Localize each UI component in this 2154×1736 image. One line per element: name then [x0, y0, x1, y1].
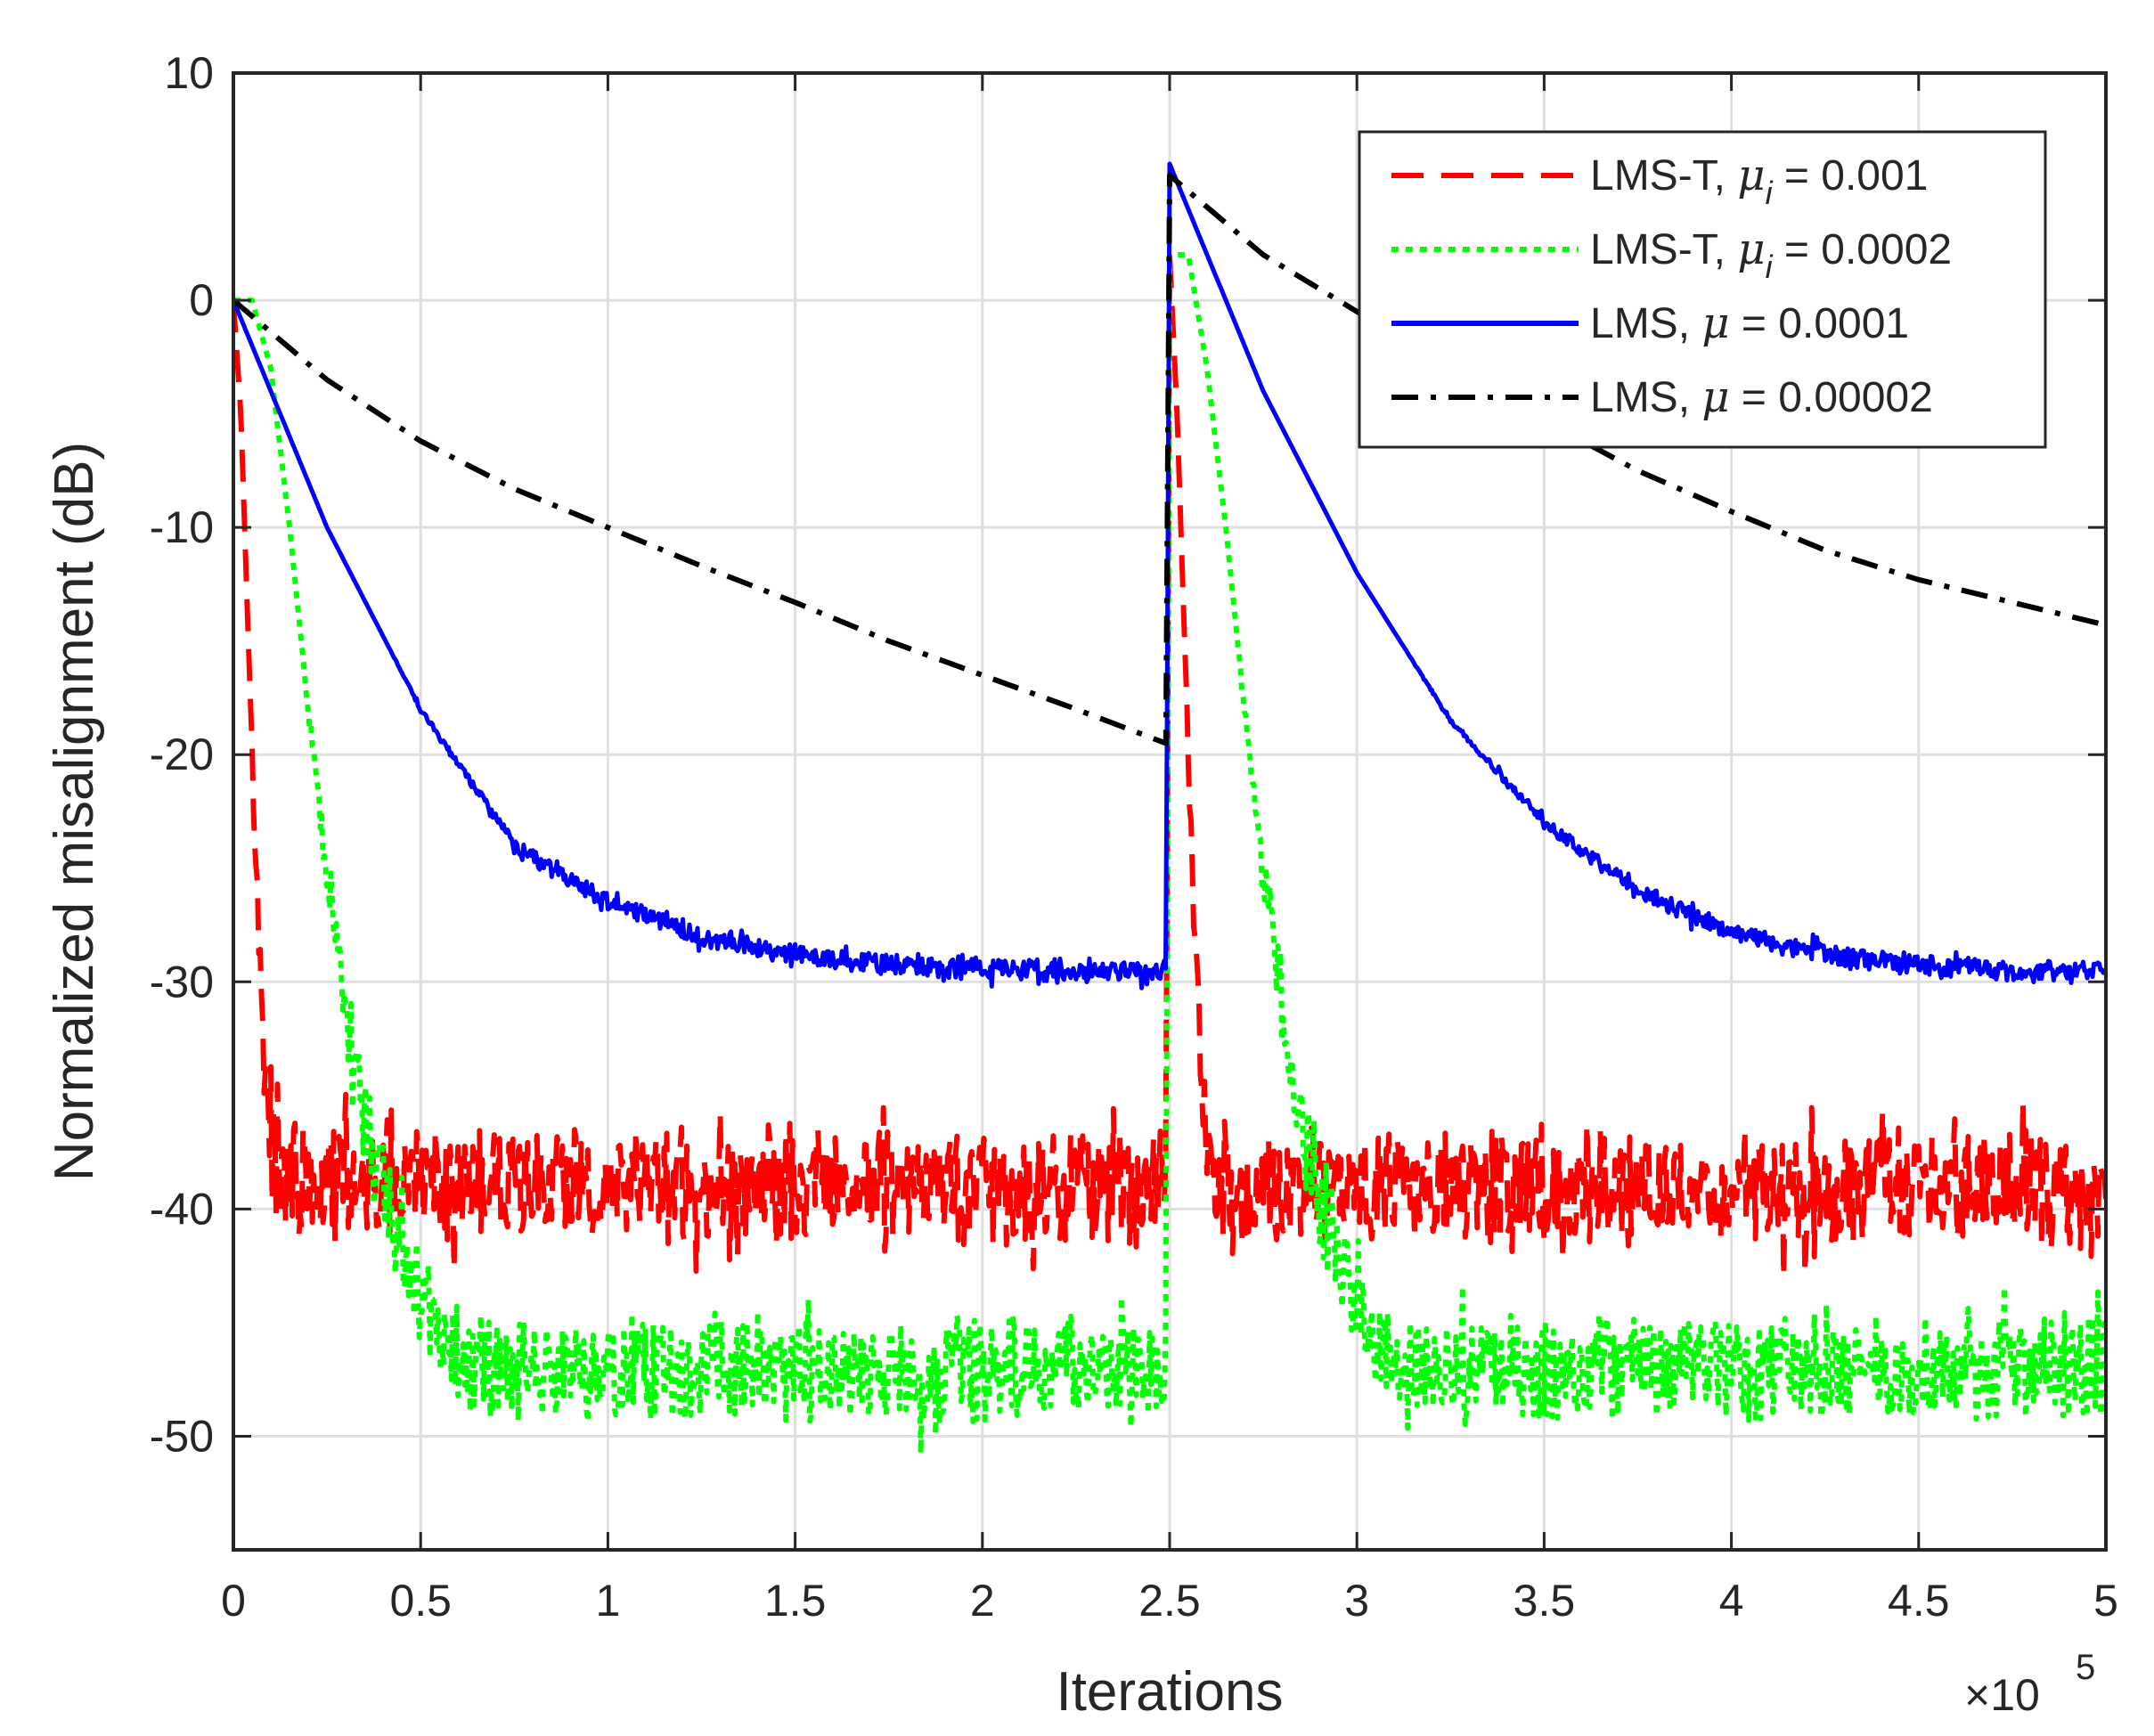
x-tick-label: 4: [1719, 1576, 1744, 1626]
x-tick-label: 1: [595, 1576, 620, 1626]
x-multiplier-base: ×10: [1964, 1670, 2040, 1720]
series-layer: [233, 161, 2106, 1456]
x-multiplier: ×10 5: [1964, 1648, 2095, 1720]
x-multiplier-exponent: 5: [2076, 1648, 2095, 1687]
legend-entry-label: LMS-T, μi = 0.0002: [1590, 224, 1952, 285]
y-tick-label: 10: [164, 48, 214, 98]
x-tick-label: 5: [2093, 1576, 2118, 1626]
series-line: [233, 252, 2106, 1281]
x-axis-label: Iterations: [1056, 1661, 1283, 1723]
y-tick-label: -30: [150, 957, 214, 1007]
legend: LMS-T, μi = 0.001 LMS-T, μi = 0.0002 LMS, …: [1358, 130, 2047, 449]
ticks: [232, 71, 2108, 1550]
x-tick-label: 2: [970, 1576, 995, 1626]
x-tick-label: 1.5: [764, 1576, 827, 1626]
x-tick-label: 0: [221, 1576, 246, 1626]
legend-entry-label: LMS, μ = 0.0001: [1590, 298, 1909, 348]
y-tick-label: -10: [150, 502, 214, 552]
series-line: [233, 161, 2106, 990]
legend-entry-label: LMS, μ = 0.00002: [1590, 372, 1933, 422]
x-tick-label: 4.5: [1888, 1576, 1950, 1626]
y-tick-label: 0: [189, 275, 214, 325]
legend-entry-label: LMS-T, μi = 0.001: [1590, 151, 1928, 211]
y-tick-label: -20: [150, 729, 214, 779]
x-tick-label: 2.5: [1138, 1576, 1201, 1626]
x-tick-label: 0.5: [389, 1576, 452, 1626]
series-line: [233, 172, 2106, 746]
y-tick-label: -40: [150, 1184, 214, 1234]
x-tick-label: 3: [1344, 1576, 1369, 1626]
tick-labels: 0 0.5 1 1.5 2 2.5 3 3.5 4 4.5 5 10 0 -10 -20 -30 -40 -50: [150, 48, 2118, 1626]
y-tick-label: -50: [150, 1411, 214, 1461]
y-axis-label: Normalized misalignment (dB): [44, 442, 105, 1181]
x-tick-label: 3.5: [1514, 1576, 1576, 1626]
